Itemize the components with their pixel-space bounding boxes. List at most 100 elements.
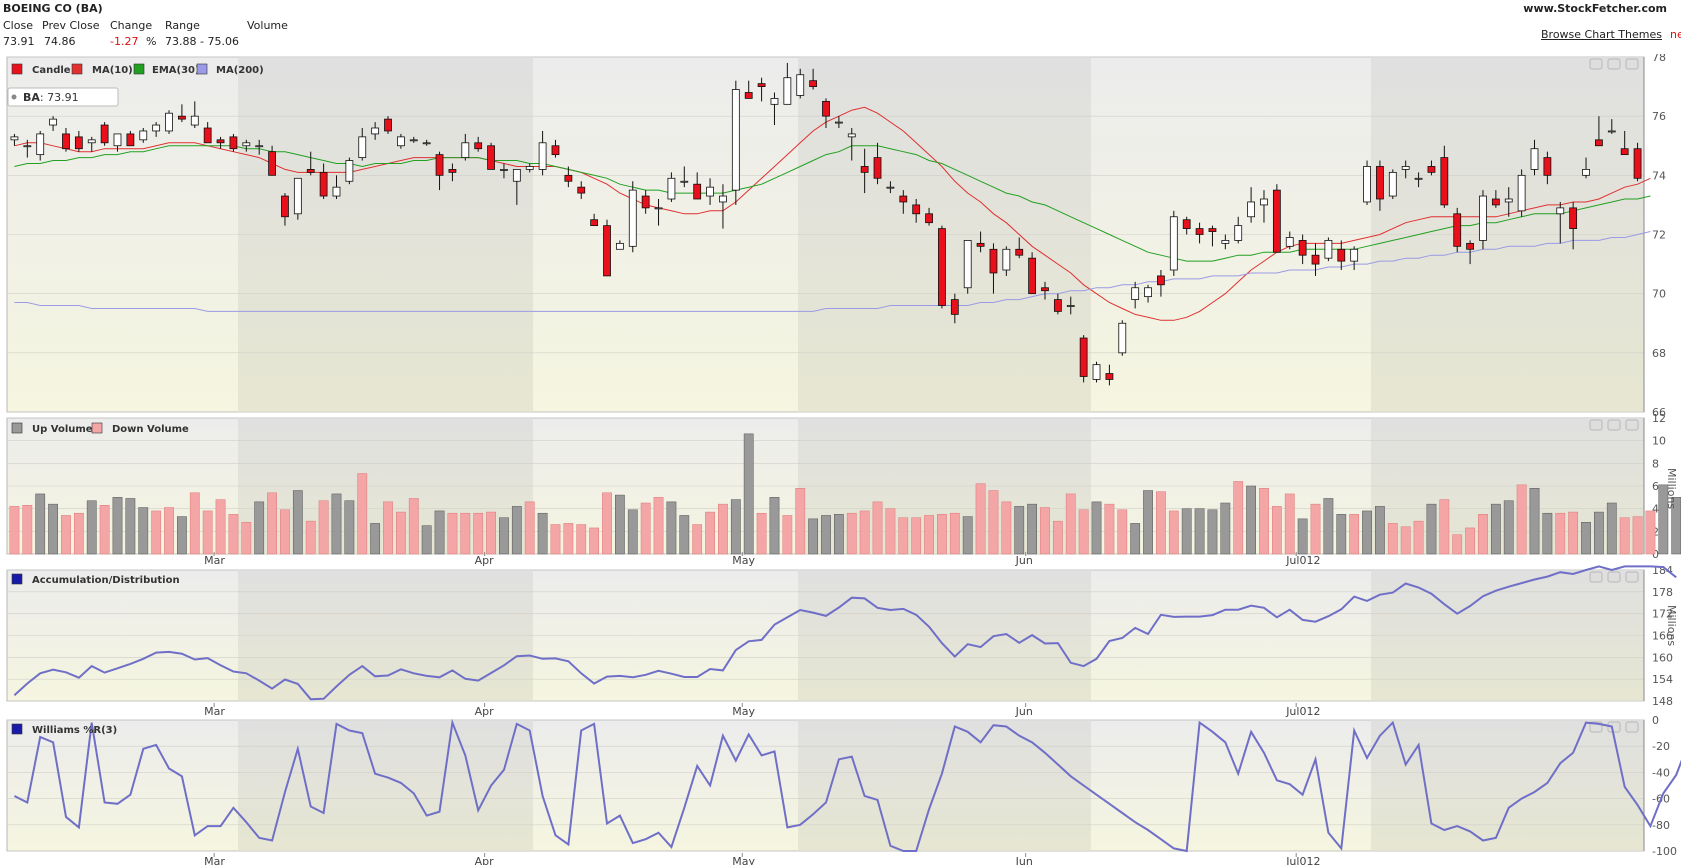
- up-volume-bar: [292, 490, 303, 555]
- candle: [1053, 299, 1062, 312]
- candle: [1595, 139, 1603, 147]
- candle: [358, 136, 367, 158]
- candle: [36, 133, 45, 156]
- series-line-ma200: [14, 231, 1651, 312]
- candle: [474, 142, 483, 150]
- y-tick-label: 178: [1652, 586, 1673, 599]
- chart-collapse-icon[interactable]: [1625, 58, 1639, 70]
- x-tick-label: Mar: [204, 855, 225, 865]
- y-tick-label: 0: [1652, 714, 1659, 727]
- down-volume-bar: [318, 500, 329, 555]
- up-volume-bar: [1194, 508, 1205, 555]
- candle: [461, 142, 470, 158]
- up-volume-bar: [962, 516, 973, 555]
- down-volume-bar: [1400, 526, 1411, 555]
- up-volume-bar: [679, 515, 690, 555]
- candle: [1633, 148, 1642, 179]
- up-volume-bar: [808, 518, 819, 555]
- x-tick-label: Jul012: [1285, 705, 1320, 718]
- down-volume-bar: [692, 524, 703, 555]
- up-volume-legend-swatch: [11, 422, 23, 434]
- candle: [1311, 254, 1320, 265]
- y-tick-label: 12: [1652, 412, 1666, 425]
- down-volume-bar: [602, 492, 612, 555]
- browse-themes-link[interactable]: Browse Chart Themes: [1541, 28, 1662, 41]
- down-volume-bar: [473, 512, 484, 555]
- down-volume-bar: [267, 492, 277, 555]
- symbol-title: BOEING CO (BA): [3, 2, 103, 15]
- down-volume-bar: [1568, 511, 1579, 555]
- candle: [293, 177, 302, 215]
- chart-collapse-icon[interactable]: [1625, 721, 1639, 733]
- candle: [1517, 174, 1526, 212]
- candle: [1298, 240, 1307, 256]
- accdist-axis-title: Millions: [1665, 605, 1678, 646]
- down-volume-bar: [1439, 499, 1450, 555]
- down-volume-bar: [1516, 484, 1527, 555]
- candle: [100, 124, 109, 144]
- chart-collapse-icon[interactable]: [1625, 419, 1639, 431]
- down-volume-bar: [1233, 481, 1244, 555]
- y-tick-label: 4: [1652, 503, 1659, 516]
- up-volume-bar: [1375, 506, 1385, 555]
- chart-settings-icon[interactable]: [1607, 571, 1621, 583]
- up-volume-bar: [138, 507, 149, 555]
- candle: [886, 186, 895, 189]
- new-badge: ne: [1670, 28, 1681, 41]
- chart-collapse-icon[interactable]: [1625, 571, 1639, 583]
- up-volume-bar: [821, 515, 831, 555]
- chart-settings-icon[interactable]: [1607, 721, 1621, 733]
- chart-settings-icon[interactable]: [1607, 58, 1621, 70]
- month-stripe: [1371, 720, 1644, 851]
- candle: [409, 139, 418, 142]
- chart-export-icon[interactable]: [1589, 58, 1603, 70]
- up-volume-bar: [615, 494, 625, 555]
- up-volume-bar: [1246, 485, 1256, 555]
- candle: [1530, 148, 1539, 170]
- up-volume-bar: [1130, 523, 1141, 555]
- x-tick-label: Apr: [475, 855, 495, 865]
- up-volume-bar: [743, 433, 754, 555]
- candle: [62, 133, 70, 150]
- candle: [1324, 240, 1333, 259]
- candle: [912, 204, 921, 215]
- down-volume-bar: [1645, 510, 1656, 555]
- up-volume-bar: [833, 514, 844, 555]
- up-volume-bar: [1542, 512, 1553, 555]
- y-tick-label: 172: [1652, 608, 1673, 621]
- up-volume-bar: [1143, 490, 1153, 555]
- up-volume-bar: [421, 525, 432, 555]
- volume-label: Volume: [247, 19, 288, 32]
- tooltip-marker: [11, 94, 17, 100]
- y-tick-label: 8: [1652, 457, 1659, 470]
- candle: [165, 112, 173, 132]
- chart-export-icon[interactable]: [1589, 571, 1603, 583]
- down-volume-bar: [550, 524, 561, 555]
- candle: [1453, 213, 1462, 247]
- chart-export-icon[interactable]: [1589, 419, 1603, 431]
- x-tick-label: Jun: [1015, 705, 1033, 718]
- candle: [1466, 242, 1474, 250]
- x-tick-label: Apr: [475, 554, 495, 567]
- down-volume-bar: [782, 515, 793, 555]
- candle: [680, 180, 689, 183]
- candle: [216, 139, 225, 144]
- candle: [1144, 287, 1152, 298]
- x-tick-label: May: [732, 554, 755, 567]
- up-volume-bar: [1581, 522, 1591, 555]
- down-volume-bar: [61, 515, 71, 555]
- up-volume-bar: [370, 523, 381, 555]
- candle: [1337, 248, 1346, 262]
- candle: [1363, 166, 1371, 203]
- quote-header: BOEING CO (BA) www.StockFetcher.com Clos…: [0, 0, 1681, 54]
- candle: [1427, 166, 1436, 173]
- up-volume-bar: [730, 499, 741, 555]
- candle: [345, 160, 354, 182]
- x-tick-label: Jun: [1015, 554, 1033, 567]
- candle: [976, 242, 985, 247]
- chart-settings-icon[interactable]: [1607, 419, 1621, 431]
- site-name[interactable]: www.StockFetcher.com: [1523, 2, 1667, 15]
- down-volume-bar: [718, 503, 728, 555]
- candle: [1234, 225, 1243, 241]
- legend-ma200: MA(200): [216, 65, 264, 76]
